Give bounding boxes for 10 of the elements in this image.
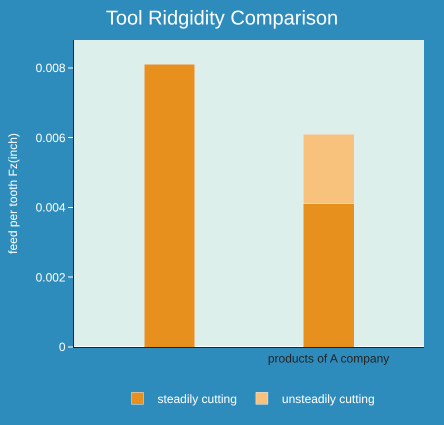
legend-label: unsteadily cutting xyxy=(282,392,375,406)
y-tick-label: 0.002 xyxy=(36,270,66,284)
y-axis-title: feed per tooth Fz(inch) xyxy=(6,133,20,254)
y-tick-label: 0 xyxy=(58,340,66,354)
y-tick-label: 0.004 xyxy=(36,200,66,215)
legend-label: steadily cutting xyxy=(158,392,237,406)
y-tick-label: 0.006 xyxy=(36,130,66,145)
chart-title: Tool Ridgidity Comparison xyxy=(106,8,338,30)
x-tick-label: products of A company xyxy=(268,351,390,366)
y-tick-label: 0.008 xyxy=(36,61,66,76)
